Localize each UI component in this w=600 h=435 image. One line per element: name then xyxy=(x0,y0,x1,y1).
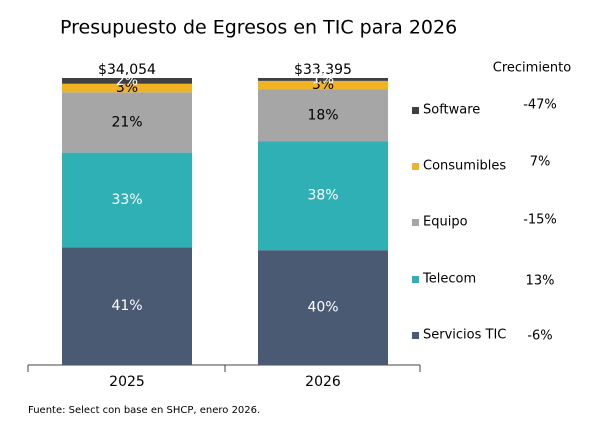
growth-label: 7% xyxy=(530,155,551,170)
growth-label: 13% xyxy=(526,274,555,289)
bar-segment xyxy=(62,152,192,248)
legend-label: Equipo xyxy=(423,215,468,230)
data-label: 1% xyxy=(312,71,334,87)
growth-label: -6% xyxy=(527,329,552,344)
total-label: $33,395 xyxy=(294,62,352,78)
data-label: 3% xyxy=(312,77,334,93)
bar-segment xyxy=(258,250,388,365)
growth-label: -15% xyxy=(523,213,557,228)
data-label: 33% xyxy=(111,192,142,208)
growth-label: -47% xyxy=(523,98,557,113)
bar-segment xyxy=(62,247,192,365)
legend-swatch xyxy=(412,276,419,283)
bar-segment xyxy=(62,83,192,93)
total-label: $34,054 xyxy=(98,62,156,78)
legend-label: Software xyxy=(423,103,480,118)
data-label: 3% xyxy=(116,80,138,96)
legend-swatch xyxy=(412,219,419,226)
bar-segment xyxy=(62,92,192,153)
bar-segment xyxy=(258,80,388,90)
bar-segment xyxy=(258,78,388,81)
data-label: 38% xyxy=(307,188,338,204)
legend-swatch xyxy=(412,107,419,114)
x-tick-label: 2025 xyxy=(109,374,145,390)
growth-title: Crecimiento xyxy=(493,61,572,76)
legend-label: Telecom xyxy=(422,272,476,287)
legend-swatch xyxy=(412,163,419,170)
bar-segment xyxy=(62,78,192,84)
legend-label: Consumibles xyxy=(423,159,506,174)
bar-segment xyxy=(258,141,388,251)
bar-segment xyxy=(258,89,388,142)
data-label: 18% xyxy=(307,107,338,123)
data-label: 41% xyxy=(111,298,142,314)
source: Fuente: Select con base en SHCP, enero 2… xyxy=(28,405,260,416)
legend-swatch xyxy=(412,332,419,339)
legend-label: Servicios TIC xyxy=(423,328,506,343)
data-label: 40% xyxy=(307,300,338,316)
chart-title: Presupuesto de Egresos en TIC para 2026 xyxy=(60,17,457,39)
data-label: 21% xyxy=(111,114,142,130)
data-label: 2% xyxy=(116,73,138,89)
x-tick-label: 2026 xyxy=(305,374,341,390)
